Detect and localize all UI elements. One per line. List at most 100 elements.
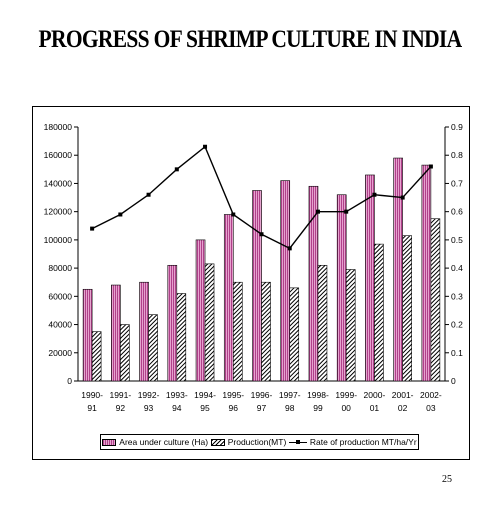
production-bar bbox=[176, 293, 187, 382]
production-bar bbox=[374, 243, 384, 382]
rate-point bbox=[90, 226, 95, 231]
rate-point bbox=[203, 144, 208, 149]
left-tick-label: 80000 bbox=[48, 263, 72, 273]
production-bar bbox=[430, 218, 441, 382]
slide-title: PROGRESS OF SHRIMP CULTURE IN INDIA bbox=[38, 26, 463, 53]
right-tick-label: 0.8 bbox=[451, 150, 463, 160]
production-bar bbox=[91, 331, 102, 382]
category-label: 02 bbox=[398, 403, 408, 413]
rate-point bbox=[118, 212, 123, 217]
left-tick-label: 140000 bbox=[44, 178, 73, 188]
category-label: 1994- bbox=[194, 390, 216, 400]
right-tick-label: 0.2 bbox=[451, 320, 463, 330]
legend-rate-label: Rate of production MT/ha/Yr bbox=[309, 437, 417, 447]
right-tick-label: 0.1 bbox=[451, 348, 463, 358]
left-tick-label: 160000 bbox=[44, 150, 73, 160]
production-bar bbox=[120, 324, 130, 382]
area-bar bbox=[82, 288, 93, 382]
area-bar bbox=[393, 157, 403, 382]
category-label: 1993- bbox=[166, 390, 188, 400]
category-label: 1991- bbox=[109, 390, 131, 400]
legend-area-label: Area under culture (Ha) bbox=[119, 437, 209, 447]
production-bar bbox=[289, 287, 300, 382]
category-label: 01 bbox=[370, 403, 380, 413]
category-label: 00 bbox=[341, 403, 351, 413]
category-label: 1999- bbox=[335, 390, 357, 400]
category-label: 1998- bbox=[307, 390, 329, 400]
production-bar bbox=[148, 314, 158, 382]
right-tick-label: 0.4 bbox=[451, 263, 463, 273]
area-bar bbox=[139, 281, 149, 382]
production-bar bbox=[204, 263, 215, 382]
category-label: 03 bbox=[426, 403, 436, 413]
left-axis-tick-labels: 0 20000 40000 60000 80000 100000 120000 140000 1… bbox=[44, 122, 73, 386]
left-tick-label: 0 bbox=[67, 376, 72, 386]
right-axis-tick-labels: 0 0.1 0.2 0.3 0.4 0.5 0.6 0.7 0.8 0.9 bbox=[451, 122, 463, 386]
production-bars bbox=[91, 218, 441, 382]
legend-item-rate: Rate of production MT/ha/Yr bbox=[288, 437, 417, 447]
legend-item-production: Production(MT) bbox=[210, 437, 286, 447]
category-labels: 1990- 91 1991- 92 1992- 93 1993- 94 1994- 95 1995-… bbox=[81, 390, 442, 413]
area-bar bbox=[223, 214, 234, 382]
production-bar bbox=[261, 281, 271, 382]
category-label: 1996- bbox=[251, 390, 273, 400]
production-bar bbox=[317, 264, 328, 382]
rate-point bbox=[287, 246, 292, 251]
left-tick-label: 60000 bbox=[48, 291, 72, 301]
chart-frame: 0 20000 40000 60000 80000 100000 120000 140000 1… bbox=[32, 106, 470, 460]
area-bar bbox=[167, 264, 178, 382]
production-bar bbox=[232, 281, 243, 382]
category-label: 2001- bbox=[392, 390, 414, 400]
category-label: 97 bbox=[257, 403, 267, 413]
rate-point bbox=[146, 192, 151, 197]
area-bar bbox=[421, 164, 432, 382]
left-tick-label: 100000 bbox=[44, 235, 73, 245]
legend-area-swatch bbox=[102, 438, 117, 446]
right-tick-label: 0.5 bbox=[451, 235, 463, 245]
rate-point bbox=[259, 232, 264, 237]
rate-point bbox=[428, 164, 433, 169]
combo-chart: 0200004000060000800001000001200001400001… bbox=[44, 122, 463, 413]
rate-point bbox=[400, 195, 405, 200]
legend: Area under culture (Ha) Production(MT) R… bbox=[100, 434, 419, 450]
production-bar bbox=[345, 269, 356, 382]
area-bar bbox=[195, 239, 206, 382]
category-label: 91 bbox=[87, 403, 97, 413]
rate-point bbox=[174, 167, 179, 172]
right-tick-label: 0.9 bbox=[451, 122, 463, 132]
category-label: 2000- bbox=[364, 390, 386, 400]
area-bar bbox=[308, 185, 319, 382]
left-tick-label: 40000 bbox=[48, 320, 72, 330]
rate-point bbox=[372, 192, 377, 197]
area-bar bbox=[280, 180, 291, 382]
category-label: 95 bbox=[200, 403, 210, 413]
category-label: 2002- bbox=[420, 390, 442, 400]
category-label: 98 bbox=[285, 403, 295, 413]
category-label: 1997- bbox=[279, 390, 301, 400]
rate-point bbox=[344, 209, 349, 214]
right-tick-label: 0.7 bbox=[451, 178, 463, 188]
category-label: 1990- bbox=[81, 390, 103, 400]
category-label: 99 bbox=[313, 403, 323, 413]
legend-rate-swatch bbox=[288, 439, 307, 446]
category-label: 92 bbox=[116, 403, 126, 413]
category-label: 1995- bbox=[222, 390, 244, 400]
left-tick-label: 120000 bbox=[44, 207, 73, 217]
production-bar bbox=[402, 235, 412, 382]
right-tick-label: 0 bbox=[451, 376, 456, 386]
category-label: 96 bbox=[229, 403, 239, 413]
area-bars bbox=[82, 157, 432, 382]
legend-production-swatch bbox=[210, 438, 225, 446]
area-bar bbox=[365, 174, 375, 382]
right-tick-label: 0.6 bbox=[451, 207, 463, 217]
right-tick-label: 0.3 bbox=[451, 291, 463, 301]
page-number: 25 bbox=[442, 474, 452, 485]
category-label: 93 bbox=[144, 403, 154, 413]
rate-line bbox=[90, 144, 433, 251]
area-bar bbox=[111, 284, 121, 382]
left-tick-label: 20000 bbox=[48, 348, 72, 358]
category-label: 1992- bbox=[138, 390, 160, 400]
rate-point bbox=[231, 212, 236, 217]
area-bar bbox=[252, 190, 262, 382]
rate-point bbox=[315, 209, 320, 214]
